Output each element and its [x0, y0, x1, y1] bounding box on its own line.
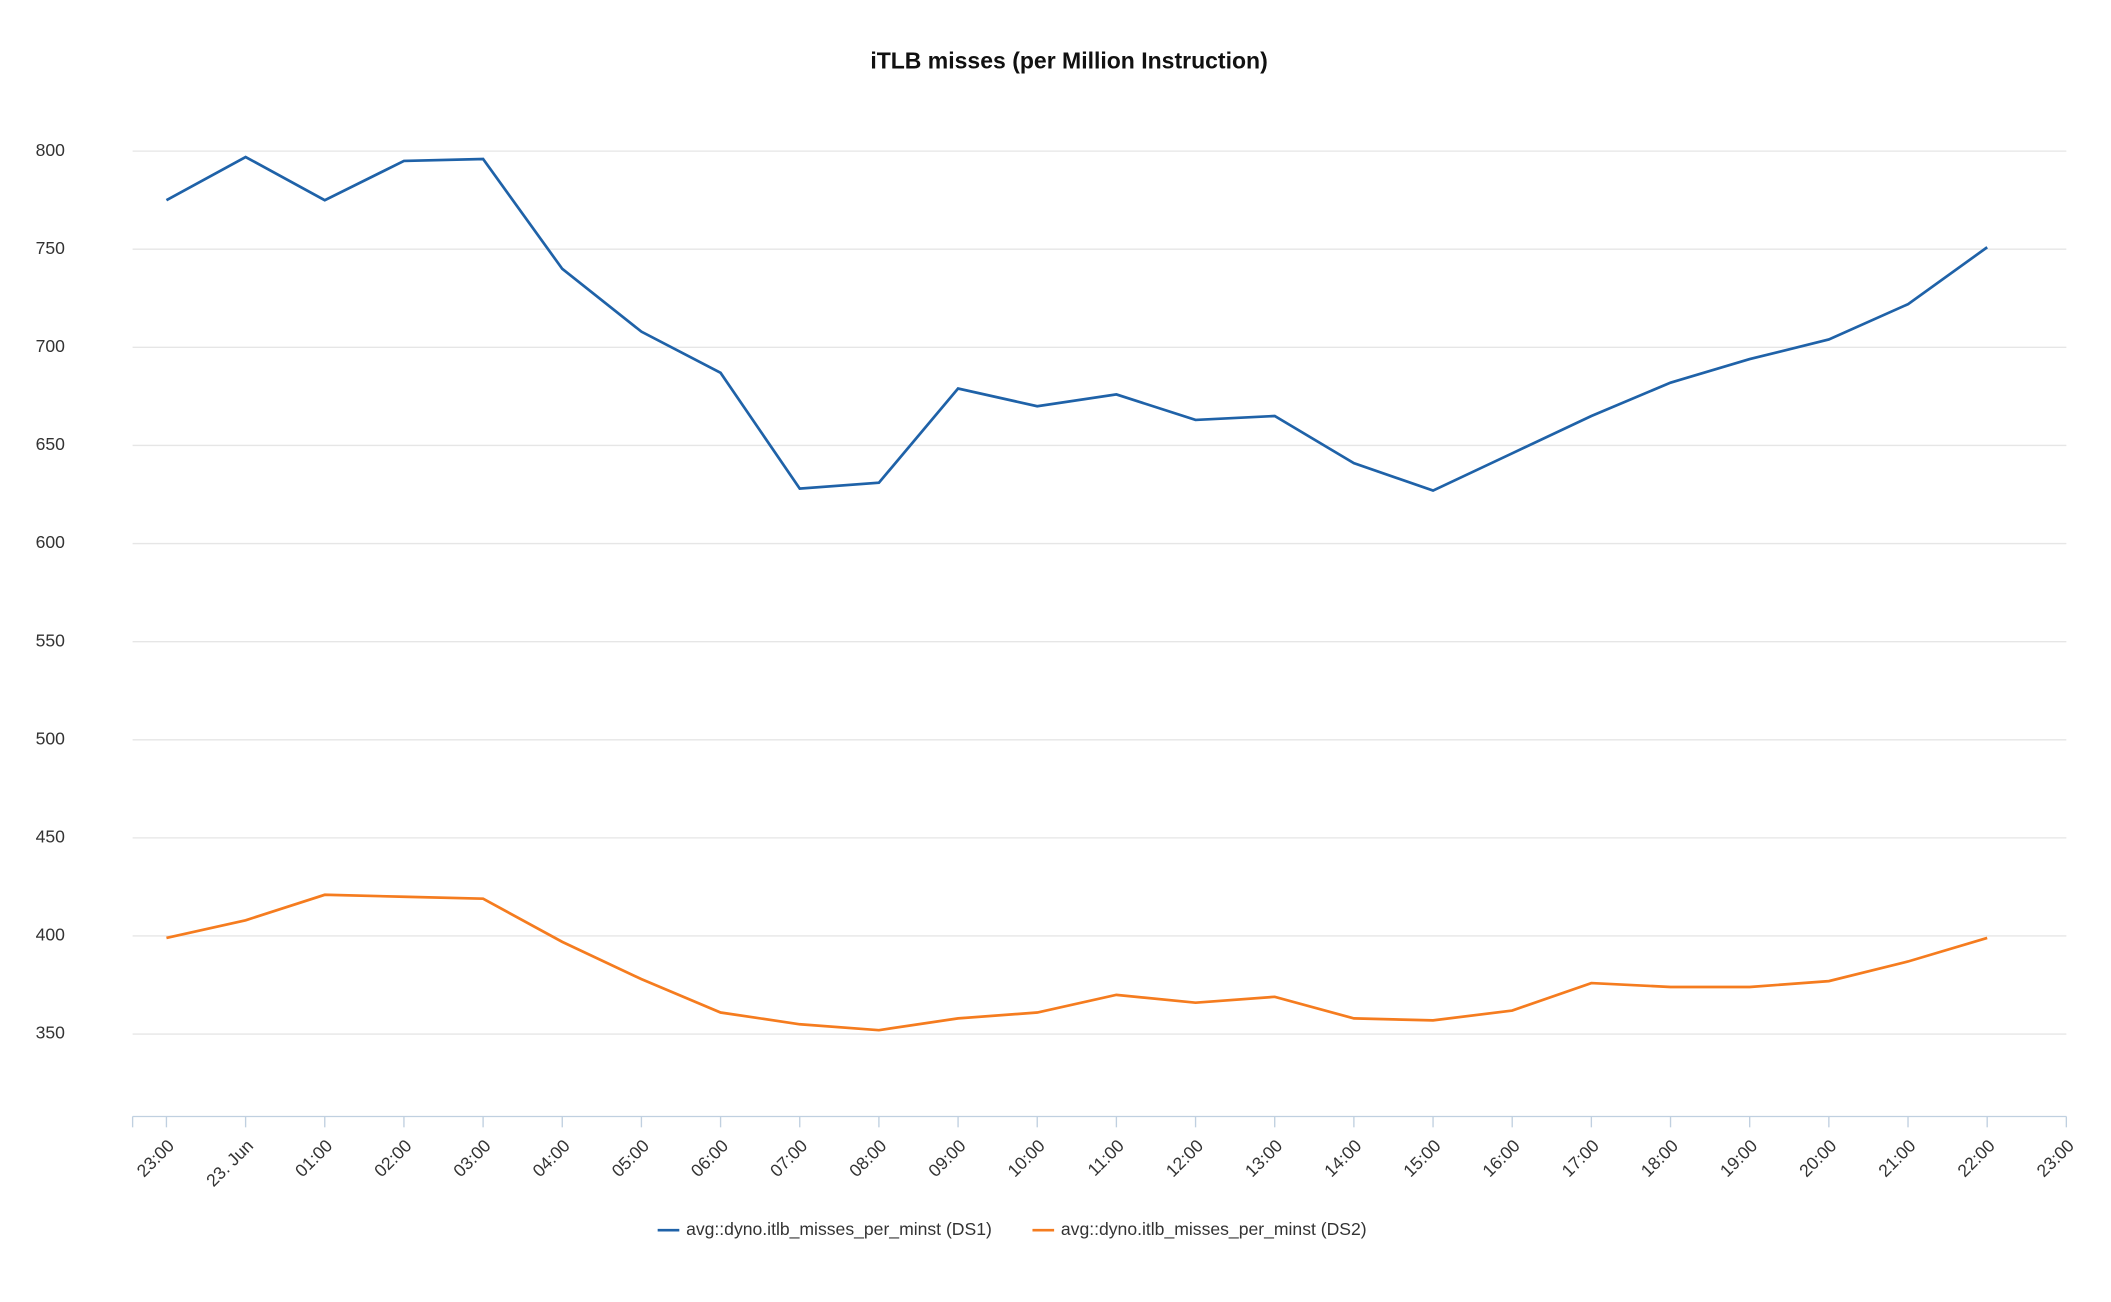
x-tick-label: 23. Jun: [202, 1136, 257, 1191]
x-tick-label: 10:00: [1003, 1135, 1048, 1180]
line-series: [165, 155, 1988, 493]
y-tick-label: 450: [36, 827, 66, 847]
x-tick-label: 08:00: [845, 1135, 890, 1180]
x-tick-label: 06:00: [687, 1135, 732, 1180]
y-tick-label: 550: [36, 630, 66, 650]
chart-title: iTLB misses (per Million Instruction): [870, 47, 1267, 73]
x-tick-label: 20:00: [1795, 1135, 1840, 1180]
y-tick-label: 500: [36, 728, 66, 748]
legend-label: avg::dyno.itlb_misses_per_minst (DS2): [1061, 1219, 1367, 1240]
y-tick-label: 750: [36, 238, 66, 258]
x-tick-label: 04:00: [529, 1135, 574, 1180]
x-tick-label: 15:00: [1399, 1135, 1444, 1180]
x-tick-label: 03:00: [449, 1135, 494, 1180]
x-tick-label: 18:00: [1637, 1135, 1682, 1180]
line-series: [166, 893, 1988, 1032]
x-tick-label: 17:00: [1558, 1135, 1603, 1180]
x-tick-label: 22:00: [1953, 1135, 1998, 1180]
x-tick-label: 19:00: [1716, 1135, 1761, 1180]
x-tick-label: 11:00: [1084, 1135, 1128, 1179]
y-tick-label: 650: [36, 434, 66, 454]
x-tick-label: 02:00: [370, 1135, 415, 1180]
y-tick-label: 800: [36, 140, 66, 160]
y-tick-label: 400: [36, 925, 66, 945]
x-tick-label: 12:00: [1162, 1135, 1207, 1180]
x-tick-label: 21:00: [1874, 1135, 1919, 1180]
x-tick-label: 16:00: [1478, 1135, 1523, 1180]
x-tick-label: 01:00: [291, 1135, 336, 1180]
x-tick-label: 23:00: [133, 1135, 178, 1180]
x-tick-label: 23:00: [2033, 1135, 2078, 1180]
x-tick-label: 09:00: [924, 1135, 969, 1180]
y-tick-label: 700: [36, 336, 66, 356]
y-tick-label: 350: [36, 1023, 66, 1043]
x-tick-label: 07:00: [766, 1135, 811, 1180]
y-tick-label: 600: [36, 532, 66, 552]
x-tick-label: 14:00: [1320, 1135, 1365, 1180]
legend-label: avg::dyno.itlb_misses_per_minst (DS1): [686, 1219, 992, 1240]
x-tick-label: 05:00: [608, 1135, 653, 1180]
x-tick-label: 13:00: [1241, 1135, 1286, 1180]
